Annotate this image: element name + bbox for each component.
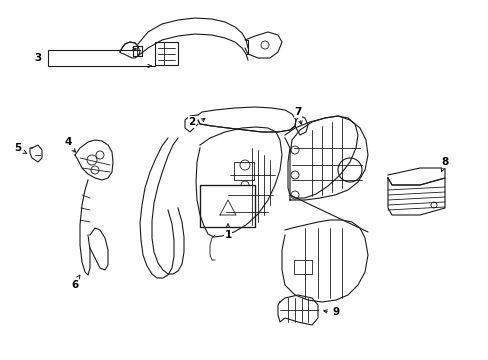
Text: 3: 3: [34, 53, 41, 63]
Bar: [200, 185, 254, 227]
Text: 8: 8: [441, 157, 447, 167]
Bar: [293, 260, 311, 274]
Bar: [234, 162, 253, 180]
Text: 1: 1: [224, 230, 231, 240]
Text: 9: 9: [332, 307, 339, 317]
Bar: [231, 215, 244, 225]
Text: 7: 7: [294, 107, 301, 117]
Text: 2: 2: [188, 117, 195, 127]
Text: 6: 6: [71, 280, 79, 290]
Text: 4: 4: [64, 137, 72, 147]
Text: 5: 5: [14, 143, 21, 153]
